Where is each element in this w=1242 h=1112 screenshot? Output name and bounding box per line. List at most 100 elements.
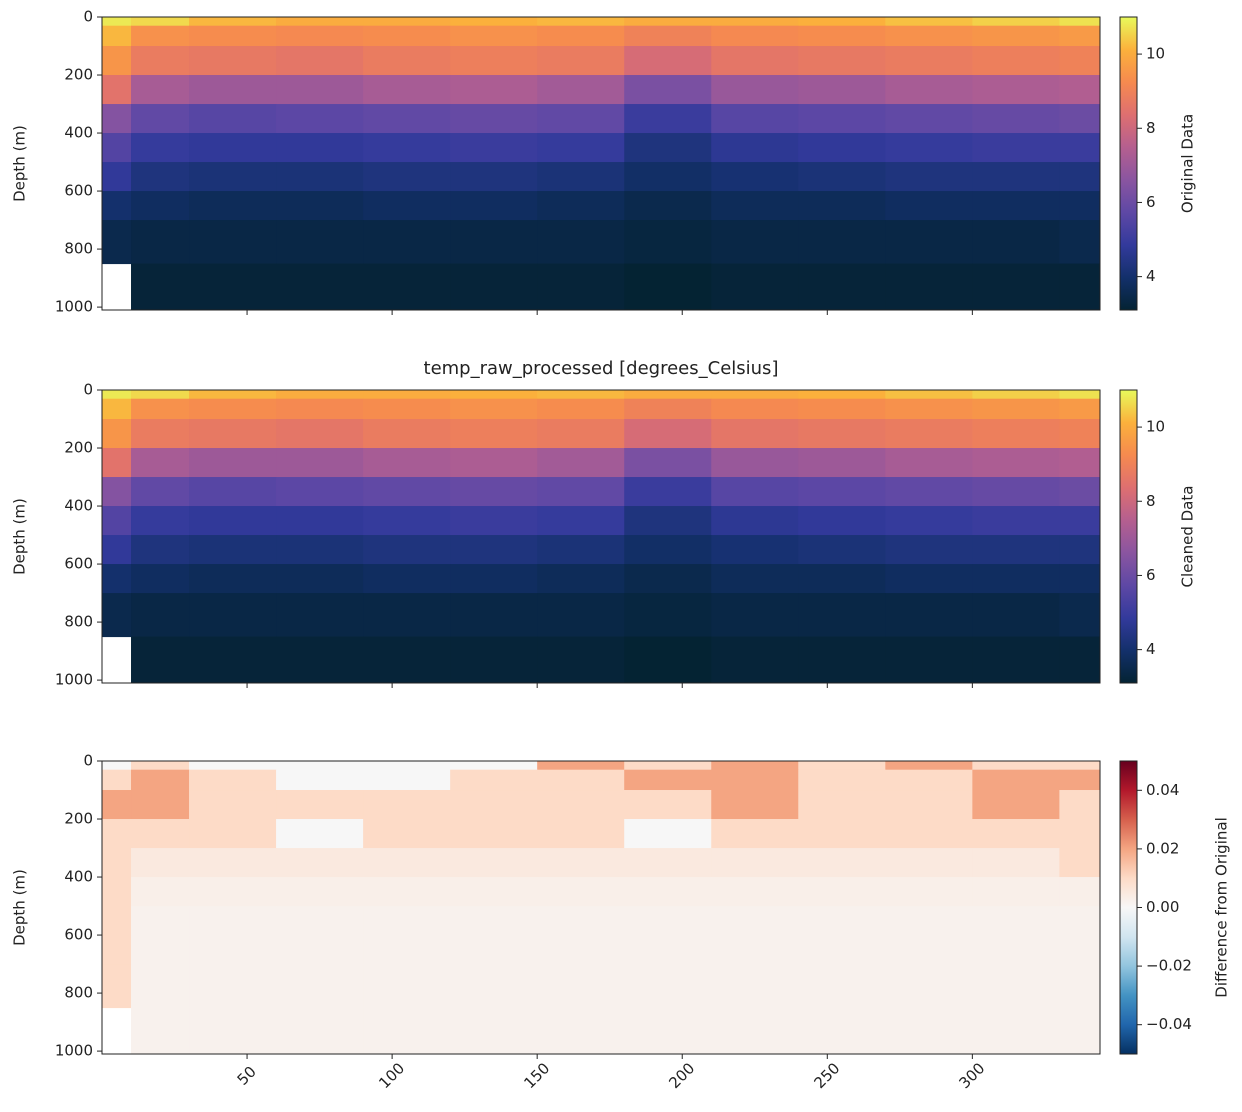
heatmap-cell	[363, 593, 451, 638]
heatmap-cell	[972, 769, 1060, 791]
heatmap-cell	[363, 448, 451, 478]
heatmap-cell	[885, 1007, 973, 1055]
heatmap-cell	[711, 25, 799, 47]
heatmap-cell	[711, 1007, 799, 1055]
heatmap-cell	[537, 448, 625, 478]
heatmap-cell	[1059, 477, 1101, 507]
heatmap-cell	[131, 390, 190, 400]
heatmap-cell	[131, 17, 190, 27]
heatmap-cell	[276, 419, 364, 449]
heatmap-cell	[189, 25, 277, 47]
heatmap-cell	[189, 398, 277, 420]
heatmap-cell	[972, 448, 1060, 478]
heatmap-cell	[972, 104, 1060, 134]
heatmap-cell	[189, 535, 277, 565]
heatmap-cell	[189, 46, 277, 76]
heatmap-cell	[276, 819, 364, 849]
heatmap-cell	[885, 25, 973, 47]
heatmap-cell	[711, 448, 799, 478]
heatmap-cell	[537, 75, 625, 105]
y-axis-label: Depth (m)	[11, 869, 29, 946]
heatmap-cell	[624, 877, 712, 907]
heatmap-cell	[189, 191, 277, 221]
heatmap-cell	[1059, 191, 1101, 221]
heatmap-cell	[537, 477, 625, 507]
heatmap-cell	[972, 220, 1060, 265]
heatmap-cell	[102, 419, 132, 449]
heatmap-cell	[102, 848, 132, 878]
heatmap-cell	[363, 477, 451, 507]
heatmap-cell	[450, 877, 538, 907]
heatmap-cell	[363, 964, 451, 1009]
heatmap-cell	[798, 935, 886, 965]
heatmap-cell	[363, 877, 451, 907]
heatmap-cell	[276, 398, 364, 420]
heatmap-cell	[276, 964, 364, 1009]
heatmap-cell	[450, 790, 538, 820]
heatmap-cell	[798, 819, 886, 849]
heatmap-cell	[624, 790, 712, 820]
heatmap-cell	[102, 819, 132, 849]
heatmap-cell	[711, 419, 799, 449]
heatmap-cell	[102, 564, 132, 594]
heatmap-cell	[537, 819, 625, 849]
heatmap-cell	[1059, 133, 1101, 163]
heatmap-cell	[102, 220, 132, 265]
heatmap-cell	[276, 448, 364, 478]
heatmap-cell	[1059, 46, 1101, 76]
heatmap-cell	[798, 419, 886, 449]
heatmap-cell	[450, 848, 538, 878]
heatmap-cell	[1059, 390, 1101, 400]
heatmap-cell	[131, 848, 190, 878]
heatmap-cell	[189, 906, 277, 936]
heatmap-cell	[972, 564, 1060, 594]
heatmap-cell	[885, 593, 973, 638]
heatmap-cell	[363, 535, 451, 565]
heatmap-cell	[189, 263, 277, 311]
heatmap-cell	[798, 964, 886, 1009]
heatmap-cell	[624, 46, 712, 76]
heatmap-cell	[624, 1007, 712, 1055]
heatmap-cell	[450, 535, 538, 565]
heatmap-cell	[276, 636, 364, 684]
heatmap-cell	[537, 104, 625, 134]
heatmap-cell	[102, 761, 132, 771]
heatmap-cell	[798, 1007, 886, 1055]
heatmap-cell	[624, 819, 712, 849]
heatmap-cell	[624, 448, 712, 478]
heatmap-cell	[885, 390, 973, 400]
heatmap-cell	[276, 506, 364, 536]
y-tick-label: 400	[64, 868, 93, 886]
heatmap-cell	[102, 877, 132, 907]
heatmap-cell	[363, 419, 451, 449]
heatmap-cell	[624, 593, 712, 638]
heatmap-cell	[450, 191, 538, 221]
heatmap-cell	[363, 1007, 451, 1055]
heatmap-cell	[363, 761, 451, 771]
heatmap-cell	[711, 906, 799, 936]
heatmap-cell	[711, 390, 799, 400]
heatmap-cell	[131, 877, 190, 907]
heatmap-cell	[537, 964, 625, 1009]
heatmap-cell	[189, 506, 277, 536]
heatmap-cell	[450, 75, 538, 105]
heatmap-cell	[972, 398, 1060, 420]
heatmap-cell	[363, 133, 451, 163]
heatmap-cell	[798, 17, 886, 27]
heatmap-cell	[131, 535, 190, 565]
heatmap-cell	[1059, 263, 1101, 311]
heatmap-cell	[885, 263, 973, 311]
heatmap-cell	[798, 162, 886, 192]
heatmap-cell	[131, 636, 190, 684]
heatmap-cell	[276, 790, 364, 820]
heatmap-cell	[450, 220, 538, 265]
heatmap-cell	[885, 535, 973, 565]
heatmap-cell	[972, 263, 1060, 311]
heatmap-cell	[711, 75, 799, 105]
heatmap-cell	[131, 819, 190, 849]
heatmap-cell	[537, 761, 625, 771]
heatmap-cell	[189, 477, 277, 507]
heatmap-cell	[131, 398, 190, 420]
heatmap-cell	[1059, 964, 1101, 1009]
